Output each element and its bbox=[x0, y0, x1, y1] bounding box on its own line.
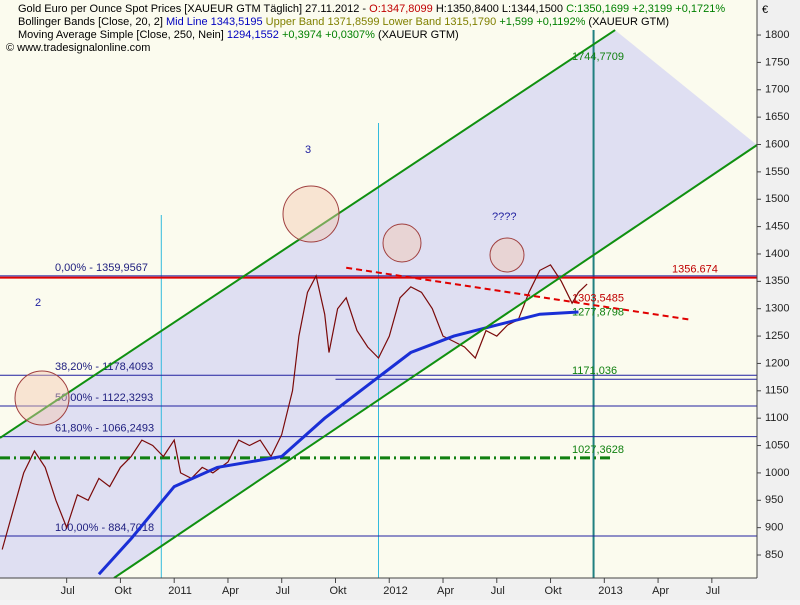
y-tick-label: 1000 bbox=[765, 467, 789, 479]
header-segment: (XAUEUR GTM) bbox=[585, 16, 669, 28]
y-tick-label: 1350 bbox=[765, 275, 789, 287]
y-tick-label: 850 bbox=[765, 549, 783, 561]
highlight-circle bbox=[489, 237, 525, 273]
y-tick-label: 1800 bbox=[765, 29, 789, 41]
header-line: Moving Average Simple [Close, 250, Nein]… bbox=[18, 29, 459, 41]
y-tick-label: 1600 bbox=[765, 138, 789, 150]
annotation: 2 bbox=[35, 297, 41, 309]
y-tick-label: 1300 bbox=[765, 303, 789, 315]
header-segment: C:1350,1699 +2,3199 +0,1721% bbox=[566, 3, 725, 15]
y-tick-label: 1400 bbox=[765, 248, 789, 260]
header-segment: Bollinger Bands [Close, 20, 2] bbox=[18, 16, 166, 28]
y-tick-label: 1500 bbox=[765, 193, 789, 205]
currency-label: € bbox=[762, 4, 768, 16]
header-segment: (XAUEUR GTM) bbox=[375, 29, 459, 41]
level-label: 1356.674 bbox=[672, 264, 718, 276]
x-tick-label: 2012 bbox=[383, 585, 407, 597]
header-line: © www.tradesignalonline.com bbox=[6, 42, 150, 54]
y-tick-label: 1450 bbox=[765, 221, 789, 233]
series-line bbox=[97, 310, 579, 576]
plot: 1356.674 0,00% - 1359,9567 38,20% - 1178,4… bbox=[0, 29, 757, 578]
header-line: Bollinger Bands [Close, 20, 2] Mid Line … bbox=[18, 16, 669, 28]
header-segment: © www.tradesignalonline.com bbox=[6, 42, 150, 54]
header: Gold Euro per Ounce Spot Prices [XAUEUR … bbox=[6, 3, 725, 54]
y-tick-label: 1250 bbox=[765, 330, 789, 342]
level-label: 61,80% - 1066,2493 bbox=[55, 423, 154, 435]
highlight-circle bbox=[382, 223, 422, 263]
series-line bbox=[0, 29, 616, 439]
level-label: 1303,5485 bbox=[572, 293, 624, 305]
x-axis-background bbox=[0, 578, 757, 600]
header-segment: O:1347,8099 bbox=[369, 3, 433, 15]
level-label: 1744,7709 bbox=[572, 51, 624, 63]
header-segment: Mid Line 1343,5195 bbox=[166, 16, 263, 28]
series-line bbox=[113, 144, 757, 578]
y-tick-label: 1050 bbox=[765, 439, 789, 451]
x-tick-label: Okt bbox=[329, 585, 346, 597]
y-tick-label: 1550 bbox=[765, 166, 789, 178]
header-segment: +0,3974 +0,0307% bbox=[279, 29, 375, 41]
series-line bbox=[1, 264, 588, 550]
level-label: 50,00% - 1122,3293 bbox=[55, 392, 153, 404]
highlight-circle bbox=[14, 370, 70, 426]
x-tick-label: Okt bbox=[114, 585, 131, 597]
header-segment: Upper Band 1371,8599 Lower Band 1315,179… bbox=[263, 16, 497, 28]
y-tick-label: 900 bbox=[765, 522, 783, 534]
y-tick-label: 1750 bbox=[765, 56, 789, 68]
y-axis-background bbox=[757, 0, 800, 600]
x-tick-label: Jul bbox=[706, 585, 720, 597]
annotation: 3 bbox=[305, 144, 311, 156]
x-tick-label: Okt bbox=[545, 585, 562, 597]
x-tick-label: Jul bbox=[491, 585, 505, 597]
x-tick-label: Apr bbox=[222, 585, 239, 597]
level-label: 0,00% - 1359,9567 bbox=[55, 262, 148, 274]
header-segment: H:1350,8400 L:1344,1500 bbox=[433, 3, 566, 15]
y-tick-label: 1200 bbox=[765, 357, 789, 369]
level-label: 1277,8798 bbox=[572, 307, 624, 319]
y-tick-label: 1650 bbox=[765, 111, 789, 123]
series-line bbox=[346, 266, 691, 321]
level-label: 38,20% - 1178,4093 bbox=[55, 361, 153, 373]
level-label: 1027,3628 bbox=[572, 444, 624, 456]
header-segment: 1294,1552 bbox=[227, 29, 279, 41]
header-line: Gold Euro per Ounce Spot Prices [XAUEUR … bbox=[18, 3, 725, 15]
header-segment: +1,599 +0,1192% bbox=[496, 16, 585, 28]
header-segment: Moving Average Simple [Close, 250, Nein] bbox=[18, 29, 227, 41]
x-tick-label: Jul bbox=[276, 585, 290, 597]
x-tick-label: Apr bbox=[437, 585, 454, 597]
x-tick-label: 2013 bbox=[598, 585, 622, 597]
level-label: 1171,036 bbox=[572, 365, 617, 377]
y-tick-label: 1700 bbox=[765, 84, 789, 96]
x-tick-label: Apr bbox=[652, 585, 669, 597]
y-tick-label: 1150 bbox=[765, 385, 789, 397]
x-tick-label: Jul bbox=[61, 585, 75, 597]
axes: 850 900 950 1000 1050 1100 1150 1200 1250 1300 135… bbox=[61, 29, 790, 597]
y-tick-label: 950 bbox=[765, 494, 783, 506]
y-tick-label: 1100 bbox=[765, 412, 789, 424]
level-label: 100,00% - 884,7018 bbox=[55, 522, 154, 534]
highlight-circle bbox=[282, 185, 340, 243]
header-segment: Gold Euro per Ounce Spot Prices [XAUEUR … bbox=[18, 3, 369, 15]
circles bbox=[14, 185, 525, 426]
annotation: ???? bbox=[492, 211, 516, 223]
plot-inner: 1356.674 0,00% - 1359,9567 38,20% - 1178,4… bbox=[0, 29, 757, 578]
x-tick-label: 2011 bbox=[168, 585, 192, 597]
